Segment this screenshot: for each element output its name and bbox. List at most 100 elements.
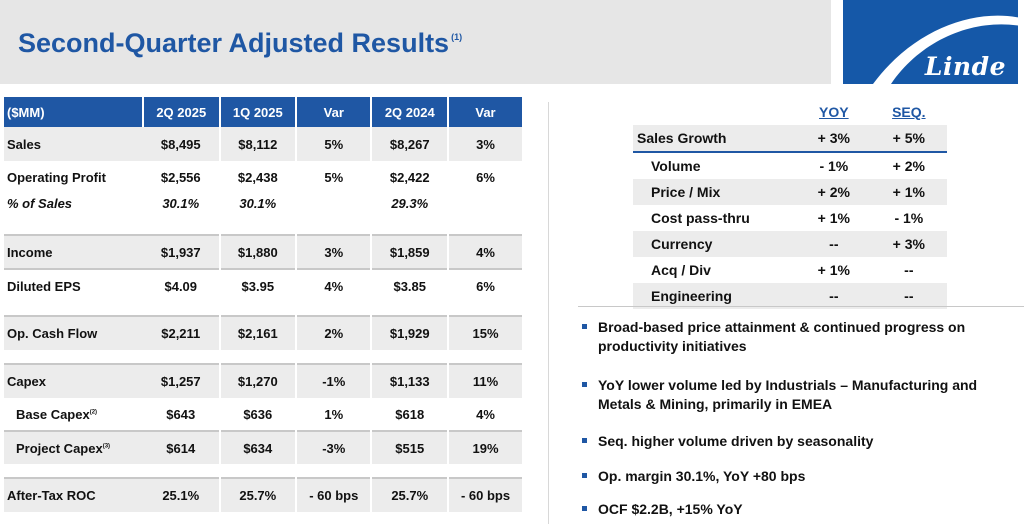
cell: 25.1%: [143, 477, 221, 512]
footnote-marker: (2): [89, 409, 98, 416]
cell: + 3%: [870, 231, 947, 257]
row-label: Income: [4, 234, 143, 269]
header-cell: 1Q 2025: [219, 97, 298, 127]
bullet-icon: [582, 506, 587, 511]
cell: 2%: [296, 315, 373, 350]
linde-logo: Linde: [843, 0, 1018, 84]
cell: $2,556: [143, 161, 221, 193]
cell: + 1%: [870, 179, 947, 205]
cell: 30.1%: [143, 193, 221, 213]
bullet-text: YoY lower volume led by Industrials – Ma…: [598, 377, 978, 412]
cell: 25.7%: [371, 477, 450, 512]
table-row: Diluted EPS $4.09 $3.95 4% $3.85 6%: [4, 268, 522, 302]
row-label: Volume: [651, 158, 701, 174]
spacer-row: [4, 302, 522, 316]
cell: $3.85: [371, 268, 450, 302]
row-label: After-Tax ROC: [4, 477, 143, 512]
row-label: Currency: [633, 231, 797, 257]
cell: -3%: [296, 430, 373, 464]
cell: [296, 193, 373, 213]
cell: + 2%: [797, 179, 871, 205]
cell: 4%: [448, 234, 522, 269]
table-header-row: ($MM) 2Q 2025 1Q 2025 Var 2Q 2024 Var: [4, 97, 522, 127]
cell: $636: [219, 398, 298, 431]
cell: $2,438: [219, 161, 298, 193]
bullets-divider: [578, 306, 1024, 307]
cell: $8,112: [219, 127, 298, 161]
cell: $1,929: [371, 315, 450, 350]
cell: + 2%: [892, 158, 925, 174]
cell: 3%: [448, 127, 522, 161]
cell: $643: [143, 398, 221, 431]
cell: + 1%: [817, 262, 850, 278]
table-row: Operating Profit $2,556 $2,438 5% $2,422…: [4, 161, 522, 193]
cell: 6%: [476, 169, 495, 185]
row-label: Cost pass-thru: [651, 210, 750, 226]
cell: --: [904, 262, 914, 278]
cell: [448, 193, 522, 213]
growth-row: Cost pass-thru + 1% - 1%: [633, 205, 947, 231]
cell: + 5%: [870, 125, 947, 153]
cell: 1%: [296, 398, 373, 431]
results-table: ($MM) 2Q 2025 1Q 2025 Var 2Q 2024 Var Sa…: [4, 97, 522, 512]
cell: $1,270: [219, 363, 298, 398]
header-cell: Var: [448, 97, 522, 127]
growth-table: YOY SEQ. Sales Growth + 3% + 5% Volume -…: [633, 99, 947, 309]
cell: 4%: [476, 406, 495, 422]
row-label: Capex: [4, 363, 143, 398]
cell: -1%: [296, 363, 373, 398]
cell: $2,211: [143, 315, 221, 350]
cell: $8,267: [371, 127, 450, 161]
cell: - 1%: [819, 158, 849, 174]
header-seq: SEQ.: [892, 104, 926, 120]
linde-logo-swoosh-icon: [873, 15, 1018, 84]
cell: $1,133: [371, 363, 450, 398]
cell: 25.7%: [219, 477, 298, 512]
row-label: Sales Growth: [633, 125, 797, 153]
growth-row: Sales Growth + 3% + 5%: [633, 125, 947, 153]
bullet-icon: [582, 438, 587, 443]
bullet-text: Broad-based price attainment & continued…: [598, 319, 966, 354]
bullet-text: OCF $2.2B, +15% YoY: [598, 501, 743, 517]
row-label: Acq / Div: [651, 262, 711, 278]
cell: $614: [143, 430, 221, 464]
growth-row: Engineering -- --: [633, 283, 947, 309]
cell: --: [797, 231, 871, 257]
cell: $1,937: [143, 234, 221, 269]
cell: $1,257: [143, 363, 221, 398]
cell: + 3%: [797, 125, 871, 153]
logo-text: Linde: [924, 52, 1006, 81]
cell: 4%: [296, 268, 373, 302]
cell: $2,422: [371, 161, 450, 193]
title-bar: Second-Quarter Adjusted Results (1): [0, 0, 831, 84]
cell: 19%: [448, 430, 522, 464]
table-row: Income $1,937 $1,880 3% $1,859 4%: [4, 234, 522, 269]
header-cell: ($MM): [4, 97, 144, 127]
row-label: Price / Mix: [633, 179, 797, 205]
header-cell: 2Q 2024: [371, 97, 450, 127]
table-row: After-Tax ROC 25.1% 25.7% - 60 bps 25.7%…: [4, 477, 522, 512]
cell: $634: [219, 430, 298, 464]
cell: $3.95: [219, 268, 298, 302]
footnote-marker: (3): [102, 443, 111, 450]
header-yoy: YOY: [819, 104, 849, 120]
spacer-row: [4, 350, 522, 364]
row-label: Op. Cash Flow: [4, 315, 143, 350]
header-cell: 2Q 2025: [143, 97, 221, 127]
cell: $618: [371, 398, 450, 431]
cell: - 1%: [894, 210, 924, 226]
bullet-text: Seq. higher volume driven by seasonality: [598, 433, 874, 449]
growth-row: Price / Mix + 2% + 1%: [633, 179, 947, 205]
row-label: Project Capex(3): [4, 430, 143, 464]
page-title: Second-Quarter Adjusted Results (1): [18, 28, 463, 58]
growth-row: Currency -- + 3%: [633, 231, 947, 257]
cell: 11%: [448, 363, 522, 398]
growth-header-row: YOY SEQ.: [633, 99, 947, 125]
row-label: Base Capex(2): [16, 406, 98, 422]
cell: 5%: [296, 127, 373, 161]
column-divider: [548, 102, 549, 524]
cell: 15%: [448, 315, 522, 350]
bullet-icon: [582, 473, 587, 478]
cell: $1,880: [219, 234, 298, 269]
row-label: % of Sales: [7, 195, 73, 211]
